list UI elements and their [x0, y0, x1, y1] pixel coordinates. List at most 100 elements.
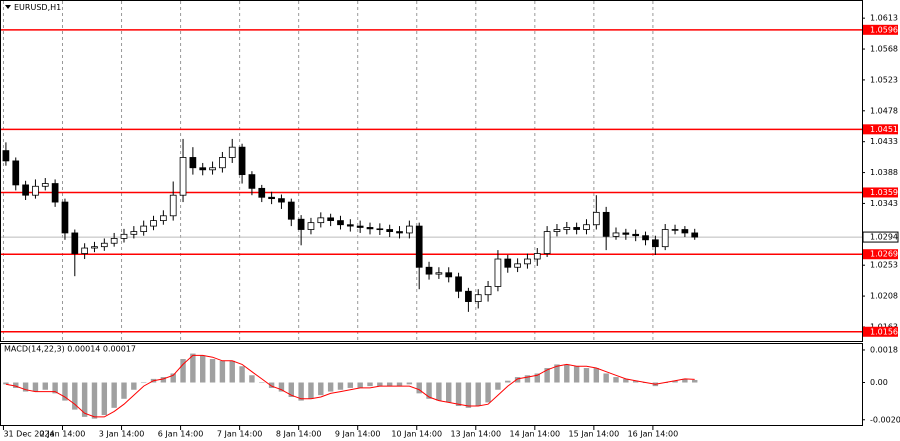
x-tick-label: 9 Jan 14:00: [335, 430, 381, 439]
candle-body: [671, 229, 679, 231]
candle-body: [248, 174, 256, 189]
y-tick-label: 1.0253: [870, 261, 898, 270]
y-tick-label: 1.0568: [870, 45, 898, 54]
price-panel: [0, 0, 863, 342]
candle-body: [71, 232, 79, 254]
candle-body: [110, 238, 118, 244]
candle-body: [12, 160, 20, 186]
x-tick-label: 15 Jan 14:00: [569, 430, 620, 439]
macd-bar: [692, 379, 698, 383]
macd-bar: [52, 382, 58, 394]
macd-bar: [308, 382, 314, 399]
candle-body: [366, 227, 374, 230]
x-tick-label: 6 Jan 14:00: [158, 430, 204, 439]
macd-bar: [32, 382, 39, 392]
macd-bar: [13, 382, 19, 388]
y-tick-label: -0.00206: [870, 415, 900, 424]
macd-bar: [288, 382, 294, 397]
candle-body: [691, 232, 699, 238]
level-box: [863, 326, 898, 337]
macd-bar: [121, 382, 127, 399]
candle-body: [81, 247, 88, 254]
candle-body: [268, 196, 275, 200]
macd-bar: [111, 382, 117, 408]
macd-bar: [190, 353, 196, 383]
level-box: [863, 124, 898, 135]
candle-body: [22, 184, 29, 196]
level-label: 1.0596: [870, 25, 898, 34]
macd-bar: [564, 364, 570, 383]
x-tick-label: 31 Dec 2024: [3, 430, 54, 439]
candle-body: [632, 233, 640, 237]
candle-body: [51, 183, 59, 203]
macd-bar: [72, 382, 78, 410]
candle-body: [91, 246, 98, 249]
macd-bar: [200, 355, 206, 383]
candle-body: [465, 290, 472, 302]
macd-bar: [367, 382, 373, 387]
candle-body: [553, 229, 561, 232]
candle-body: [61, 201, 69, 234]
macd-bar: [524, 375, 531, 383]
candle-body: [120, 233, 128, 239]
macd-bar: [42, 382, 48, 390]
candle-body: [524, 258, 531, 265]
candle-body: [150, 220, 157, 227]
candle-body: [337, 220, 344, 226]
y-tick-label: 1.0478: [870, 106, 898, 115]
candle-body: [514, 263, 521, 268]
macd-bar: [495, 382, 501, 390]
candle-body: [209, 167, 216, 171]
candle-body: [278, 198, 285, 203]
x-tick-label: 13 Jan 14:00: [450, 430, 501, 439]
candle-body: [396, 231, 403, 234]
candle-body: [406, 225, 413, 234]
y-tick-label: 1.0613: [870, 14, 898, 23]
macd-bar: [357, 382, 363, 388]
macd-bar: [337, 382, 344, 390]
candle-body: [445, 272, 453, 278]
candle-body: [543, 231, 551, 254]
candle-body: [622, 232, 630, 235]
candle-body: [219, 157, 226, 169]
y-tick-label: 1.0433: [870, 137, 898, 146]
signal-line: [5, 354, 695, 418]
level-box: [863, 24, 898, 35]
macd-bar: [209, 359, 216, 383]
candle-body: [425, 266, 433, 275]
chart-title: EURUSD,H1: [14, 3, 61, 12]
macd-title: MACD(14,22,3) 0.00014 0.00017: [4, 345, 136, 354]
macd-bar: [416, 382, 422, 394]
candle-body: [327, 217, 334, 221]
candle-body: [199, 167, 207, 171]
macd-bar: [131, 382, 137, 390]
macd-bar: [682, 378, 688, 383]
macd-bar: [81, 382, 88, 417]
candle-body: [160, 215, 167, 221]
macd-bar: [485, 382, 491, 403]
candle-body: [563, 227, 571, 230]
candle-body: [41, 183, 49, 187]
candle-body: [386, 229, 394, 232]
macd-bar: [593, 368, 600, 383]
candle-body: [356, 225, 364, 228]
candle-body: [130, 231, 138, 235]
candle-body: [415, 225, 423, 268]
current-price-label: 1.0294: [870, 233, 898, 242]
macd-bar: [62, 382, 68, 401]
x-tick-label: 10 Jan 14:00: [391, 430, 442, 439]
macd-bar: [180, 359, 186, 383]
macd-bar: [544, 368, 550, 383]
macd-bar: [229, 360, 235, 383]
candle-body: [140, 225, 148, 232]
macd-bar: [22, 382, 29, 392]
macd-bar: [613, 377, 619, 383]
candle-body: [32, 185, 39, 196]
level-label: 1.0156: [870, 327, 898, 336]
y-tick-label: 1.0388: [870, 168, 898, 177]
candle-body: [612, 232, 620, 237]
macd-bar: [554, 364, 560, 383]
menu-arrow[interactable]: [5, 5, 11, 9]
candle-body: [592, 211, 600, 226]
